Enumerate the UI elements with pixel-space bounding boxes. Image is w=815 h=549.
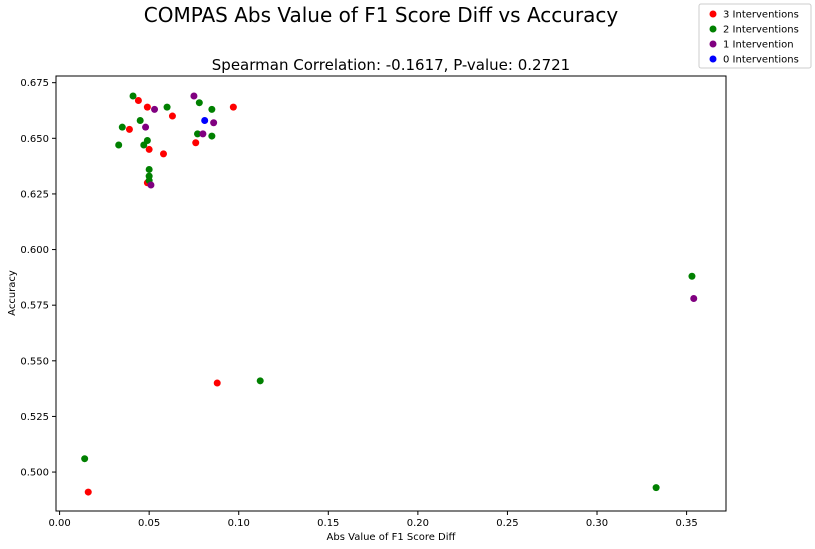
data-point [143, 103, 151, 111]
x-tick-label: 0.10 [228, 518, 250, 529]
data-point [229, 103, 237, 111]
data-point [163, 103, 171, 111]
data-point [129, 92, 137, 100]
data-point [208, 132, 216, 140]
y-tick-label: 0.525 [20, 412, 49, 423]
data-point [136, 117, 144, 125]
x-tick-label: 0.25 [496, 518, 518, 529]
x-tick-label: 0.30 [586, 518, 608, 529]
data-point [192, 139, 200, 147]
x-axis-label: Abs Value of F1 Score Diff [327, 532, 457, 543]
x-tick-label: 0.15 [317, 518, 339, 529]
legend-marker [709, 25, 717, 33]
x-axis: 0.00 0.05 0.10 0.15 0.20 0.25 0.30 0.35 [48, 511, 698, 529]
y-tick-label: 0.625 [20, 189, 49, 200]
x-tick-label: 0.00 [48, 518, 70, 529]
legend: 3 Interventions 2 Interventions 1 Interven… [698, 3, 812, 69]
data-point [151, 105, 159, 113]
legend-marker [709, 55, 717, 63]
legend-label: 3 Interventions [723, 10, 799, 21]
legend-label: 2 Interventions [723, 25, 799, 36]
data-point [168, 112, 176, 120]
data-point [208, 105, 216, 113]
data-point [134, 96, 142, 104]
y-axis-label: Accuracy [7, 270, 18, 316]
y-axis: 0.500 0.525 0.550 0.575 0.600 0.625 0.650 0.675 [20, 78, 56, 479]
data-point [142, 123, 150, 131]
y-tick-label: 0.600 [20, 245, 49, 256]
legend-marker [709, 10, 717, 18]
x-tick-label: 0.35 [675, 518, 697, 529]
y-tick-label: 0.500 [20, 468, 49, 479]
data-point [125, 125, 133, 133]
data-points [81, 92, 698, 496]
y-tick-label: 0.550 [20, 356, 49, 367]
data-point [145, 145, 153, 153]
data-point [210, 119, 218, 127]
y-tick-label: 0.575 [20, 301, 49, 312]
data-point [190, 92, 198, 100]
data-point [195, 99, 203, 107]
data-point [199, 130, 207, 138]
plot-area [55, 75, 727, 512]
data-point [145, 165, 153, 173]
data-point [147, 181, 155, 189]
data-point [194, 130, 202, 138]
y-tick-label: 0.675 [20, 78, 49, 89]
x-tick-label: 0.20 [407, 518, 429, 529]
legend-marker [709, 40, 717, 48]
legend-box [698, 3, 812, 69]
data-point [115, 141, 123, 149]
data-point [688, 272, 696, 280]
y-tick-label: 0.650 [20, 134, 49, 145]
data-point [201, 117, 209, 125]
x-tick-label: 0.05 [138, 518, 160, 529]
chart-title: COMPAS Abs Value of F1 Score Diff vs Acc… [144, 3, 619, 27]
data-point [84, 488, 92, 496]
data-point [256, 377, 264, 385]
data-point [118, 123, 126, 131]
data-point [690, 295, 698, 303]
chart-subtitle: Spearman Correlation: -0.1617, P-value: … [212, 56, 570, 74]
data-point [213, 379, 221, 387]
data-point [159, 150, 167, 158]
data-point [81, 455, 89, 463]
data-point [143, 137, 151, 145]
legend-label: 1 Intervention [723, 40, 794, 51]
legend-label: 0 Interventions [723, 55, 799, 66]
data-point [652, 484, 660, 492]
